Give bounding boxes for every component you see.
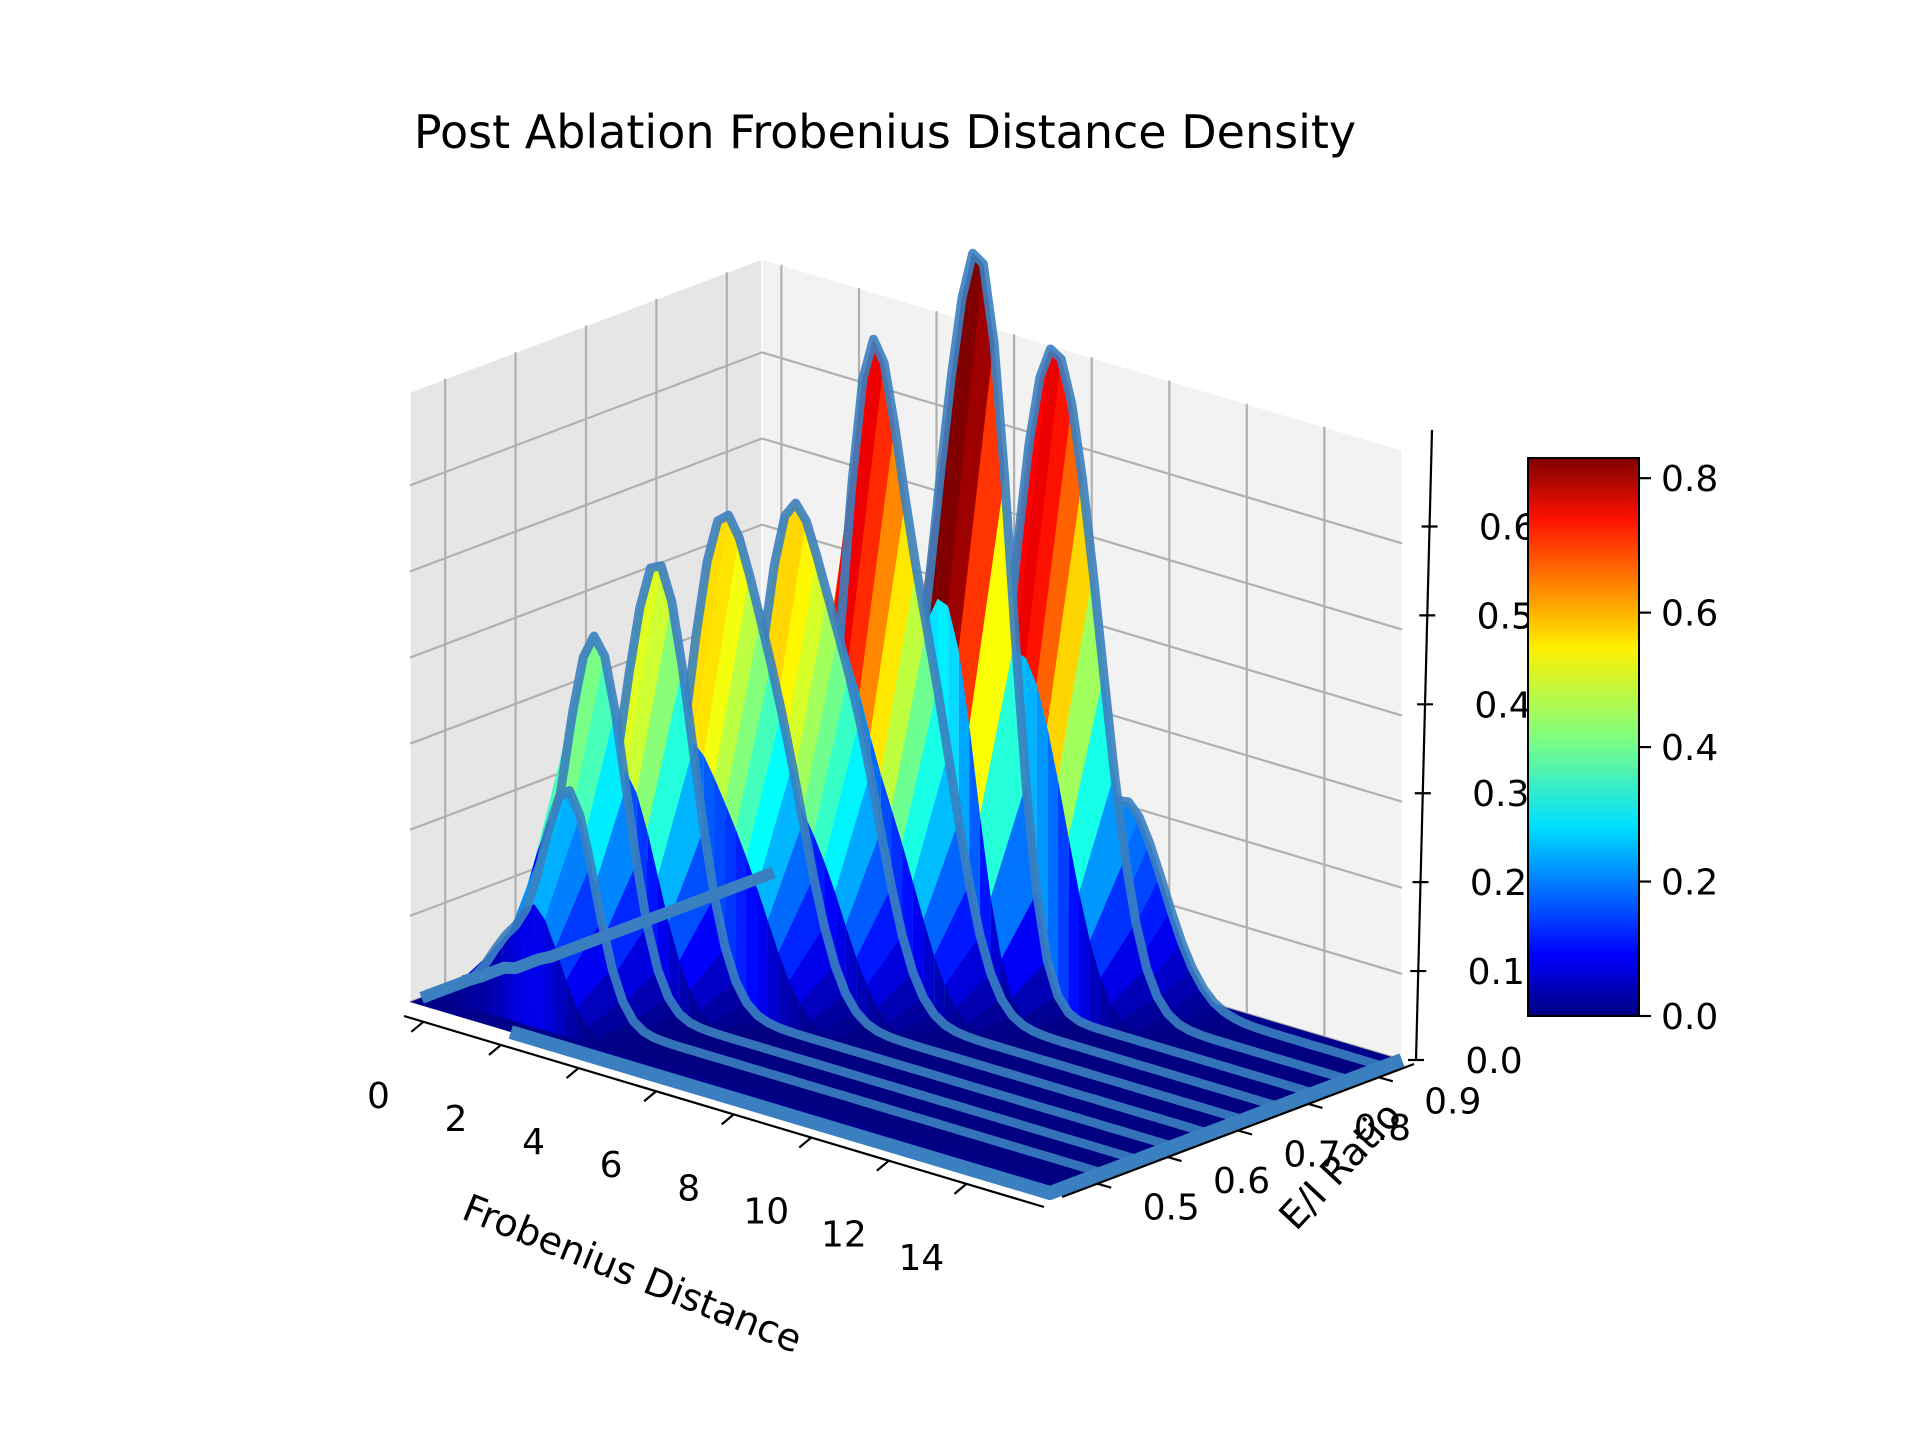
surface-curtain — [598, 1039, 609, 1050]
colorbar-tick-label: 0.8 — [1661, 459, 1718, 500]
y-tick-label: 0.9 — [1424, 1081, 1481, 1122]
y-tick-label: 0.5 — [1143, 1188, 1200, 1229]
surface-curtain — [608, 1047, 620, 1053]
surface-curtain — [1047, 726, 1058, 1017]
x-tick-label: 0 — [367, 1076, 390, 1117]
surface-curtain — [1058, 780, 1069, 1020]
surface-curtain — [1090, 941, 1101, 1030]
surface-curtain — [566, 980, 577, 1040]
surface-curtain — [789, 981, 800, 1035]
x-tick-mark — [876, 1159, 890, 1172]
y-tick-mark — [1167, 1156, 1182, 1163]
surface-curtain — [679, 961, 690, 1026]
z-tick-label: 0.3 — [1472, 774, 1529, 815]
y-tick-label: 0.8 — [1354, 1108, 1411, 1149]
surface-curtain — [683, 1071, 695, 1075]
z-tick-label: 0.1 — [1468, 952, 1525, 993]
y-tick-label: 0.7 — [1283, 1135, 1340, 1176]
x-tick-mark — [720, 1113, 735, 1126]
surface-curtain — [757, 888, 768, 1026]
colorbar-tick-label: 0.6 — [1661, 594, 1718, 635]
colorbar-tick-label: 0.2 — [1661, 863, 1718, 904]
z-axis-line — [1414, 429, 1434, 1061]
x-tick-mark — [488, 1044, 502, 1056]
x-tick-label: 4 — [522, 1122, 545, 1163]
surface-curtain — [619, 1051, 631, 1056]
surface-curtain — [1111, 1004, 1122, 1036]
surface-curtain — [799, 1004, 811, 1039]
chart-title: Post Ablation Frobenius Distance Density — [414, 105, 1356, 159]
surface-curtain — [630, 1055, 641, 1059]
x-tick-label: 2 — [445, 1099, 468, 1140]
z-tick-label: 0.5 — [1477, 596, 1534, 637]
colorbar-gradient — [1527, 457, 1640, 1017]
surface-curtain — [1068, 837, 1080, 1024]
y-tick-mark — [1096, 1182, 1112, 1189]
colorbar-tick-label: 0.0 — [1661, 997, 1718, 1038]
y-tick-mark — [1237, 1129, 1253, 1136]
surface-curtain — [735, 829, 747, 1020]
x-tick-label: 6 — [600, 1145, 623, 1186]
x-axis-line — [403, 1014, 1045, 1209]
x-tick-mark — [643, 1090, 657, 1103]
x-tick-label: 8 — [677, 1168, 700, 1209]
surface-curtain — [1079, 893, 1090, 1027]
z-tick-label: 0.4 — [1474, 685, 1531, 726]
x-tick-label: 14 — [899, 1238, 945, 1279]
surface-curtain — [767, 920, 779, 1029]
y-tick-mark — [1308, 1102, 1323, 1109]
ridge-edge — [461, 786, 1105, 1178]
surface-curtain — [672, 1068, 684, 1072]
surface-curtain — [778, 952, 790, 1032]
z-tick-label: 0.6 — [1479, 507, 1536, 548]
z-grid-line — [409, 351, 1403, 545]
x-tick-mark — [798, 1136, 812, 1149]
z-tick-label: 0.2 — [1470, 863, 1527, 904]
x-tick-mark — [410, 1020, 425, 1033]
ridge-edge — [532, 561, 1175, 1151]
z-grid-line — [409, 437, 1403, 631]
density-surface — [410, 248, 1405, 1200]
x-tick-mark — [953, 1183, 968, 1195]
surface-curtain — [576, 1008, 588, 1044]
ridge-edge — [497, 631, 1140, 1165]
surface-curtain — [587, 1027, 599, 1047]
x-tick-mark — [565, 1067, 580, 1079]
x-tick-label: 12 — [821, 1215, 867, 1256]
z-tick-label: 0.0 — [1465, 1041, 1522, 1082]
surface-curtain — [1100, 978, 1112, 1033]
y-tick-label: 0.6 — [1213, 1161, 1270, 1202]
colorbar: 0.0 0.2 0.4 0.6 0.8 — [1527, 457, 1718, 1038]
z-grid-line — [409, 523, 1403, 717]
surface-bottom-edge — [508, 1025, 1405, 1200]
axes: 0 2 4 6 8 10 12 14 0.5 0.6 0.7 0.8 0.90.0 0.1 0.2 0.3 0.… — [367, 429, 1536, 1279]
surface-curtain — [746, 857, 758, 1023]
surface-curtain — [534, 904, 545, 1031]
surface-curtain — [555, 948, 567, 1037]
colorbar-tick-label: 0.4 — [1661, 728, 1718, 769]
surface-curtain — [544, 919, 556, 1034]
x-tick-label: 10 — [743, 1192, 789, 1233]
surface-left-edge — [419, 866, 776, 1004]
y-tick-mark — [1378, 1076, 1394, 1083]
